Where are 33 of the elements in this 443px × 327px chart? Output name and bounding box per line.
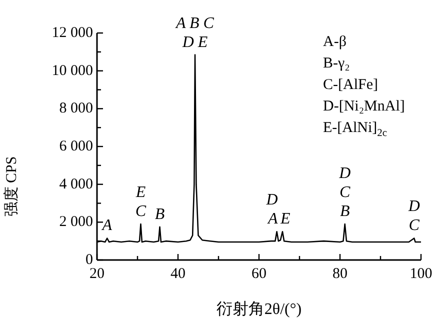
y-tick-label: 0 (86, 252, 93, 268)
annotation: D (265, 191, 278, 208)
y-tick-label: 4 000 (59, 176, 93, 192)
annotation: C-[AlFe] (323, 77, 378, 93)
annotation: D-[Ni₂MnAl] (323, 98, 405, 114)
y-tick-label: 2 000 (59, 214, 93, 230)
annotation: D (407, 198, 420, 215)
x-tick-label: 40 (170, 266, 186, 282)
x-tick-label: 100 (410, 266, 432, 282)
annotation: E-[AlNi]$_{2c}$ (323, 120, 388, 139)
annotation: B (154, 205, 165, 222)
annotation: D E (181, 33, 208, 50)
annotation: D (338, 164, 352, 182)
x-tick-label: 60 (252, 266, 266, 282)
annotation: C (135, 202, 146, 220)
annotation: A (267, 210, 278, 228)
y-axis-title: 强度 CPS (3, 156, 20, 217)
y-tick-label: 10 000 (52, 62, 93, 79)
annotation: C (408, 216, 420, 234)
y-tick-label: 8 000 (59, 100, 93, 117)
annotation: B (340, 202, 350, 220)
x-axis-title: 衍射角2θ/(°) (216, 300, 302, 318)
annotation: A-β (323, 34, 346, 50)
annotation: A B C (175, 14, 214, 32)
annotation: E (279, 210, 290, 228)
annotation: A (101, 216, 112, 234)
x-tick-label: 20 (90, 266, 104, 282)
x-tick-label: 80 (332, 266, 348, 282)
y-tick-label: 6 000 (59, 138, 93, 154)
annotation: C (340, 184, 351, 201)
annotation: B-γ₂ (323, 56, 350, 72)
y-tick-label: 12 000 (52, 25, 93, 41)
annotation: E (134, 184, 146, 201)
